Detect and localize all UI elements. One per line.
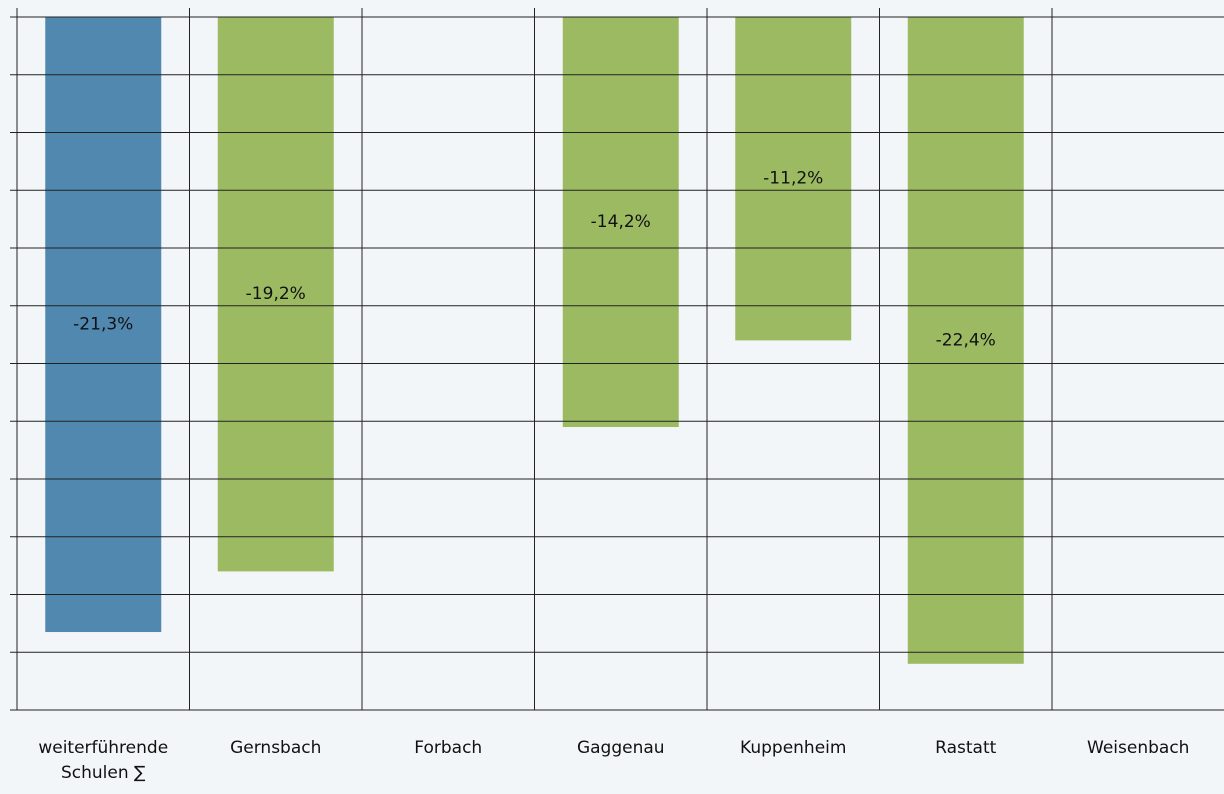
x-tick-label: Weisenbach [1087,738,1190,758]
bar [45,17,162,633]
value-label: -22,4% [936,330,996,350]
value-label: -11,2% [763,169,823,189]
value-label: -21,3% [73,315,133,335]
value-label: -14,2% [591,212,651,232]
bar [562,17,679,428]
x-tick-label: Kuppenheim [740,738,847,758]
x-tick-label: Gernsbach [230,738,322,758]
bar [907,17,1024,664]
x-tick-label: Rastatt [935,738,997,758]
x-tick-label: weiterführende Schulen ∑ [38,738,169,783]
x-tick-label: Forbach [414,738,483,758]
value-label: -19,2% [246,284,306,304]
bar [735,17,852,341]
x-tick-label: Gaggenau [576,738,665,758]
